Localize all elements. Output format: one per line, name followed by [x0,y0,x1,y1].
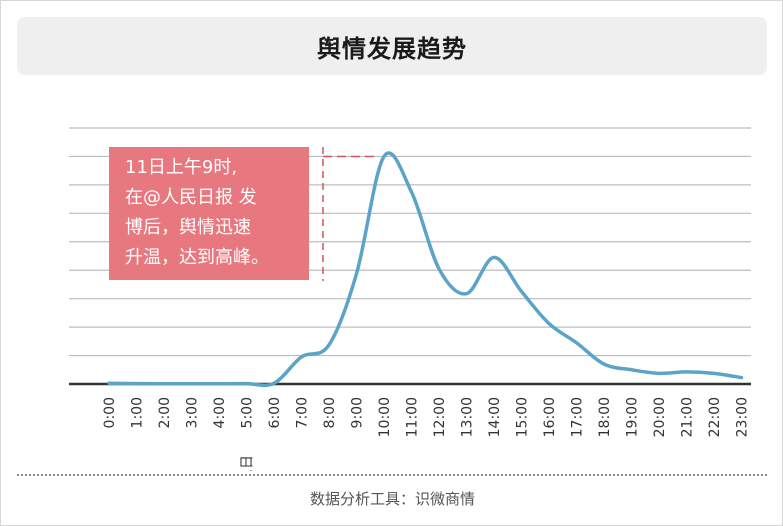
x-tick-label: 16:00 [542,397,558,437]
x-tick-label: 1:00 [130,397,146,428]
x-tick-label: 4:00 [212,397,228,428]
annotation-text-line: 在@人民日报 发 [125,187,257,208]
series-layer [107,151,744,388]
x-tick-label: 7:00 [295,397,311,428]
x-tick-label: 11:00 [405,397,421,437]
x-axis: 0:00 1:00 2:00 3:00 4:00 5:00 6:00 7:00 8:00 9:00… [102,397,751,471]
x-tick-label: 23:00 [735,397,751,437]
annotation-box [109,147,309,280]
x-tick-label: 2:00 [157,397,173,428]
annotation-text-line: 11日上午9时, [125,157,237,178]
x-tick-label: 6:00 [267,397,283,428]
x-tick-label: 17:00 [570,397,586,437]
footer-divider [17,474,767,476]
x-tick-label: 19:00 [625,397,641,437]
x-tick-label: 8:00 [322,397,338,428]
title-bar: 舆情发展趋势 [17,17,767,75]
x-tick-label: 22:00 [707,397,723,437]
x-tick-label: 9:00 [350,397,366,428]
x-tick-label: 15:00 [515,397,531,437]
x-tick-label: 12:00 [432,397,448,437]
x-tick-label: 20:00 [652,397,668,437]
x-tick-label: 3:00 [185,397,201,428]
x-tick-label: 13:00 [460,397,476,437]
x-tick-label: 14:00 [487,397,503,437]
x-tick-label: 10:00 [377,397,393,437]
x-tick-label: 21:00 [680,397,696,437]
x-tick-label: 5:00 [240,397,256,428]
annotation-text-line: 博后，舆情迅速 [125,217,251,238]
chart-title: 舆情发展趋势 [317,34,467,63]
x-tick-label: 0:00 [102,397,118,428]
x-tick-label: 18:00 [597,397,613,437]
data-source-note: 数据分析工具：识微商情 [309,490,475,508]
annotation-text-line: 升温，达到高峰。 [125,247,269,268]
x-date-label: 7月11日 [240,455,256,471]
